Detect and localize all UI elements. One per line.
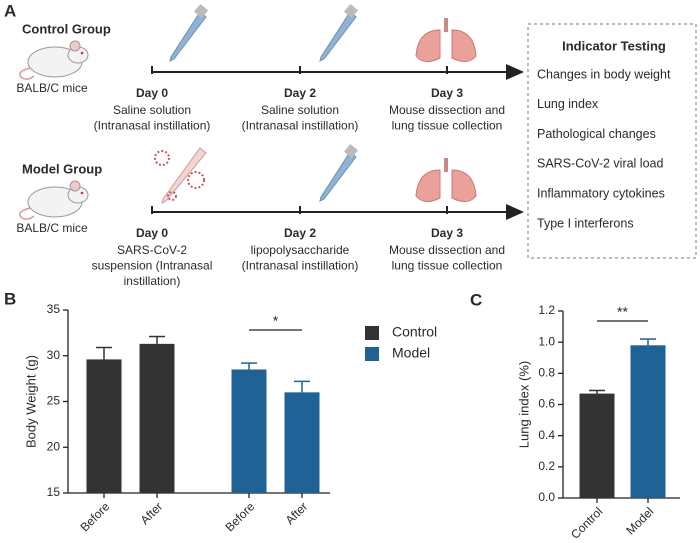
indicator-item: Pathological changes [537, 127, 656, 141]
legend-label: Model [392, 345, 430, 361]
x-tick-label: Before [222, 499, 257, 534]
indicator-item: Changes in body weight [537, 67, 671, 81]
day-label: Day 2 [284, 86, 316, 100]
mouse-icon [19, 180, 89, 220]
pipette-icon [169, 3, 209, 62]
y-tick-label: 1.2 [538, 303, 555, 317]
indicator-item: Type I interferons [537, 216, 634, 230]
y-tick-label: 20 [47, 439, 61, 453]
x-tick-label: Control [568, 504, 605, 541]
panel-label: B [4, 289, 16, 308]
y-tick-label: 0.4 [538, 428, 555, 442]
y-axis-label: Lung index (%) [516, 361, 531, 448]
bar [579, 393, 615, 498]
x-tick-label: After [138, 499, 166, 527]
x-tick-label: Model [623, 504, 656, 537]
x-tick-label: After [283, 499, 311, 527]
step-text: (Intranasal instillation) [242, 259, 359, 273]
day-label: Day 3 [431, 86, 463, 100]
step-text: (Intranasal instillation) [94, 119, 211, 133]
lung-icon [415, 158, 477, 202]
bar [284, 392, 320, 493]
step-text: (Intranasal instillation) [242, 119, 359, 133]
indicator-item: Inflammatory cytokines [537, 186, 665, 200]
pipette-icon [319, 3, 359, 62]
y-tick-label: 0.0 [538, 490, 555, 504]
pipette-icon [319, 143, 359, 202]
lung-icon [415, 18, 477, 62]
step-text: lung tissue collection [392, 119, 503, 133]
step-text: Mouse dissection and [389, 103, 505, 117]
y-tick-label: 0.8 [538, 366, 555, 380]
step-text: Saline solution [113, 103, 191, 117]
panel-label: A [4, 1, 16, 20]
step-text: lipopolysaccharide [251, 243, 350, 257]
group-name: Model Group [22, 161, 102, 176]
step-text: Saline solution [261, 103, 339, 117]
bar [231, 369, 267, 493]
x-tick-label: Before [77, 499, 112, 534]
indicator-box [527, 23, 697, 259]
y-tick-label: 0.6 [538, 397, 555, 411]
indicator-title: Indicator Testing [562, 38, 666, 53]
step-text: Mouse dissection and [389, 243, 505, 257]
y-tick-label: 30 [47, 348, 61, 362]
bar [139, 343, 175, 493]
virus-pipette-icon [154, 147, 207, 204]
mouse-icon [19, 40, 89, 80]
bar [86, 359, 122, 493]
bar [630, 345, 666, 498]
y-tick-label: 25 [47, 394, 61, 408]
panel-label: C [470, 290, 482, 309]
y-tick-label: 1.0 [538, 334, 555, 348]
mouse-label: BALB/C mice [16, 81, 88, 95]
y-axis-label: Body Weight (g) [23, 355, 38, 448]
legend-swatch [365, 326, 379, 340]
step-text: instillation) [124, 274, 181, 288]
day-label: Day 3 [431, 226, 463, 240]
significance-label: * [273, 313, 279, 329]
indicator-item: SARS-CoV-2 viral load [537, 157, 663, 171]
y-tick-label: 35 [47, 302, 61, 316]
legend-swatch [365, 347, 379, 361]
step-text: suspension (Intranasal [92, 259, 213, 273]
y-tick-label: 0.2 [538, 459, 555, 473]
group-name: Control Group [22, 21, 111, 36]
indicator-item: Lung index [537, 97, 599, 111]
legend-label: Control [392, 324, 437, 340]
day-label: Day 0 [136, 226, 168, 240]
y-tick-label: 15 [47, 485, 61, 499]
day-label: Day 2 [284, 226, 316, 240]
day-label: Day 0 [136, 86, 168, 100]
step-text: SARS-CoV-2 [117, 243, 187, 257]
significance-label: ** [617, 304, 628, 320]
step-text: lung tissue collection [392, 259, 503, 273]
mouse-label: BALB/C mice [16, 221, 88, 235]
